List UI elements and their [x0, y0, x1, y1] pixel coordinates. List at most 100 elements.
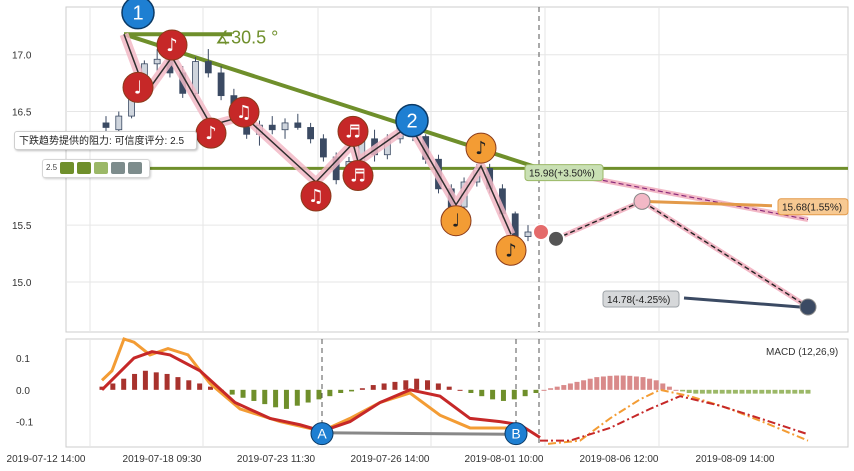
- macd-forecast-bar: [739, 389, 745, 394]
- macd-forecast-bar: [633, 376, 639, 390]
- forecast-upper-dash: [539, 167, 809, 221]
- macd-ytick-label: 0.0: [16, 386, 30, 397]
- macd-histogram-bar: [468, 389, 474, 393]
- macd-histogram-bar: [370, 385, 376, 390]
- divergence-point-label: A: [317, 426, 327, 442]
- note-marker: [342, 160, 374, 192]
- x-tick-label: 2019-07-23 11:30: [237, 454, 316, 465]
- note-marker: [156, 29, 188, 61]
- macd-forecast-bar: [706, 389, 712, 394]
- candle-body: [307, 127, 315, 140]
- trend-angle-label: ∡30.5 °: [215, 27, 278, 47]
- candle-body: [319, 138, 327, 158]
- macd-histogram-bar: [403, 380, 409, 390]
- macd-forecast-bar: [561, 385, 567, 390]
- macd-forecast-bar: [548, 388, 554, 390]
- macd-forecast-bar: [686, 389, 692, 393]
- macd-histogram-bar: [142, 370, 148, 390]
- forecast-label-mid-box: [777, 198, 849, 216]
- macd-histogram-bar: [327, 389, 333, 397]
- forecast-point: [532, 223, 550, 241]
- divergence-point-label: B: [511, 426, 520, 442]
- macd-forecast-bar: [713, 389, 719, 394]
- note-marker: [495, 234, 527, 266]
- forecast-label-mid: 15.68(1.55%): [782, 203, 842, 214]
- macd-forecast-bar: [699, 389, 705, 394]
- macd-forecast-bar: [640, 377, 646, 390]
- macd-forecast-bar: [673, 389, 679, 391]
- macd-forecast-bar: [581, 380, 587, 390]
- macd-histogram-bar: [349, 389, 355, 392]
- macd-forecast-bar: [732, 389, 738, 394]
- macd-histogram-bar: [316, 389, 322, 400]
- wave-marker: [395, 103, 429, 138]
- note-marker: [465, 132, 497, 164]
- hide-tool-icon[interactable]: [111, 162, 125, 174]
- wave-marker-label: 1: [132, 3, 143, 25]
- macd-histogram-bar: [381, 383, 387, 390]
- forecast-label-low-box: [602, 290, 680, 308]
- macd-ytick-label: 0.1: [16, 354, 30, 365]
- macd-histogram-bar: [425, 380, 430, 390]
- candle-body: [268, 124, 276, 131]
- forecast-arrow-mid: [641, 199, 773, 208]
- note-marker: [228, 96, 260, 128]
- main-ytick-label: 15.5: [12, 221, 32, 232]
- macd-forecast-bar: [666, 386, 672, 390]
- macd-forecast-bar: [798, 389, 804, 394]
- axis-labels: 17.0 16.5 15.5 15.0 2019-07-12 14:00 2019-07-…: [7, 51, 839, 465]
- macd-histogram-bar: [197, 383, 203, 390]
- note-glyph: ♫: [236, 102, 252, 123]
- wave-tool-icon[interactable]: [94, 162, 108, 174]
- macd-forecast-bar: [765, 389, 771, 394]
- candle-body: [204, 61, 212, 74]
- note-glyph: ♪: [205, 123, 217, 144]
- forecast-label-high-box: [524, 164, 604, 182]
- level-tool-icon[interactable]: [77, 162, 91, 174]
- macd-histogram-bar: [121, 378, 127, 390]
- macd-histogram-bar: [153, 372, 159, 390]
- note-glyph: ♪: [505, 240, 517, 261]
- macd-histogram-bar: [533, 389, 539, 393]
- candle-body: [217, 72, 225, 97]
- wave-overlays: 15.98(+3.50%) 15.68(1.55%) 14.78(-4.25%) ♪ ♩…: [119, 0, 849, 316]
- note-glyph: ♬: [350, 166, 366, 187]
- x-tick-label: 2019-07-18 09:30: [123, 454, 202, 465]
- divergence-point: [310, 422, 334, 446]
- forecast-point: [547, 229, 565, 248]
- trend-tool-icon[interactable]: [60, 162, 74, 174]
- macd-forecast-bar: [759, 389, 765, 394]
- macd-ytick-label: -0.1: [16, 418, 34, 429]
- note-glyph: ♪: [166, 35, 178, 56]
- macd-histogram-bar: [283, 389, 289, 409]
- candle-body: [524, 231, 532, 237]
- macd-forecast-bar: [805, 389, 811, 394]
- macd-forecast-bar: [772, 389, 778, 394]
- macd-histogram-bar: [511, 389, 517, 400]
- macd-histogram-bar: [229, 389, 235, 395]
- macd-histogram-bar: [359, 388, 365, 390]
- macd-forecast-bar: [614, 375, 620, 390]
- macd-forecast-bar: [600, 376, 606, 390]
- delete-tool-icon[interactable]: [128, 162, 142, 174]
- macd-histogram-bar: [110, 383, 116, 390]
- candle-body: [281, 122, 289, 131]
- macd-forecast-bar: [627, 375, 633, 390]
- note-glyph: ♩: [134, 77, 143, 98]
- macd-forecast-bar: [594, 377, 600, 390]
- candle-body: [102, 122, 110, 128]
- note-glyph: ♩: [452, 211, 461, 232]
- divergence-point: [504, 422, 528, 446]
- candle-body: [153, 58, 161, 65]
- main-ytick-label: 15.0: [12, 278, 32, 289]
- wave-marker: [121, 0, 155, 30]
- main-ytick-label: 17.0: [12, 51, 32, 62]
- macd-histogram-bar: [500, 389, 506, 401]
- macd-histogram-bar: [208, 386, 213, 390]
- x-tick-label: 2019-07-12 14:00: [7, 454, 86, 465]
- macd-label: MACD (12,26,9): [766, 347, 838, 358]
- macd-forecast-bar: [653, 380, 659, 390]
- macd-forecast-bar: [693, 389, 699, 394]
